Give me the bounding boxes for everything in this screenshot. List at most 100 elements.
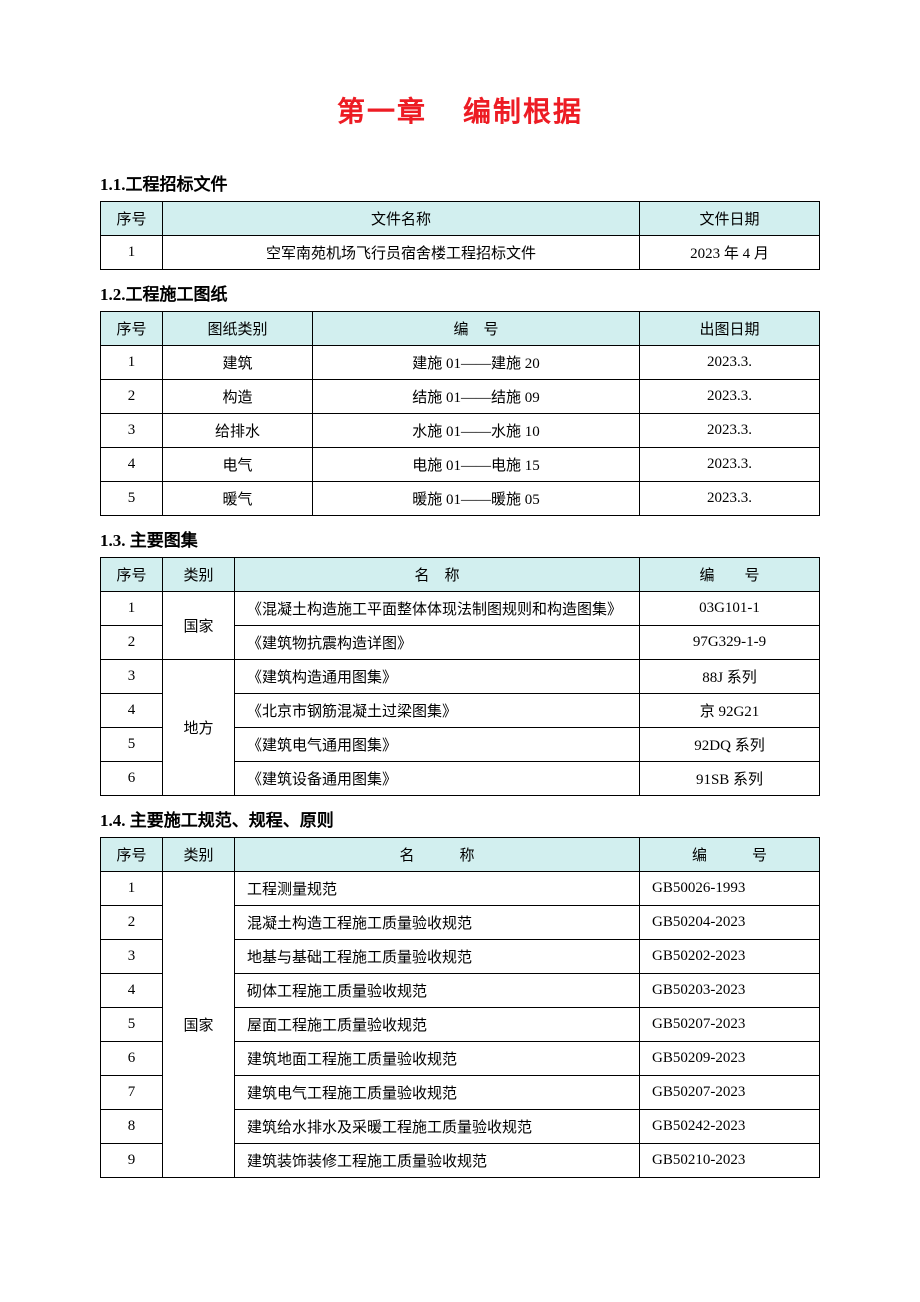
cell-no: 5 [101,482,163,516]
col-cat: 类别 [163,558,235,592]
cell-no: 8 [101,1110,163,1144]
cell-code: 88J 系列 [640,660,820,694]
cell-name: 《混凝土构造施工平面整体体现法制图规则和构造图集》 [235,592,640,626]
cell-code: 暖施 01——暖施 05 [313,482,640,516]
cell-name: 《建筑物抗震构造详图》 [235,626,640,660]
table-header-row: 序号 文件名称 文件日期 [101,202,820,236]
col-name: 名 称 [235,838,640,872]
chapter-name: 编制根据 [463,96,583,127]
cell-code: 建施 01——建施 20 [313,346,640,380]
cell-no: 4 [101,974,163,1008]
cell-code: GB50203-2023 [640,974,820,1008]
table-header-row: 序号 类别 名 称 编 号 [101,558,820,592]
cell-code: 97G329-1-9 [640,626,820,660]
cell-no: 3 [101,660,163,694]
cell-code: GB50242-2023 [640,1110,820,1144]
cell-name: 建筑装饰装修工程施工质量验收规范 [235,1144,640,1178]
section-heading-1-1: 1.1.工程招标文件 [100,170,820,195]
cell-name: 地基与基础工程施工质量验收规范 [235,940,640,974]
cell-date: 2023.3. [640,380,820,414]
section-heading-1-2: 1.2.工程施工图纸 [100,280,820,305]
cell-code: 结施 01——结施 09 [313,380,640,414]
cell-no: 4 [101,694,163,728]
cell-no: 1 [101,236,163,270]
cell-date: 2023.3. [640,414,820,448]
table-header-row: 序号 类别 名 称 编 号 [101,838,820,872]
table-row: 1国家工程测量规范GB50026-1993 [101,872,820,906]
cell-cat: 给排水 [163,414,313,448]
col-cat: 图纸类别 [163,312,313,346]
cell-code: GB50207-2023 [640,1076,820,1110]
col-date: 文件日期 [640,202,820,236]
cell-code: 水施 01——水施 10 [313,414,640,448]
cell-no: 2 [101,380,163,414]
cell-code: 03G101-1 [640,592,820,626]
cell-cat: 地方 [163,660,235,796]
cell-code: 京 92G21 [640,694,820,728]
col-no: 序号 [101,202,163,236]
cell-code: 92DQ 系列 [640,728,820,762]
table-bid-docs: 序号 文件名称 文件日期 1 空军南苑机场飞行员宿舍楼工程招标文件 2023 年… [100,201,820,270]
col-date: 出图日期 [640,312,820,346]
cell-name: 混凝土构造工程施工质量验收规范 [235,906,640,940]
cell-cat: 国家 [163,592,235,660]
table-atlas: 序号 类别 名 称 编 号 1国家《混凝土构造施工平面整体体现法制图规则和构造图… [100,557,820,796]
cell-no: 6 [101,1042,163,1076]
cell-cat: 电气 [163,448,313,482]
cell-name: 《建筑构造通用图集》 [235,660,640,694]
cell-code: GB50202-2023 [640,940,820,974]
table-row: 1建筑建施 01——建施 202023.3. [101,346,820,380]
cell-date: 2023.3. [640,346,820,380]
cell-no: 3 [101,940,163,974]
cell-code: GB50209-2023 [640,1042,820,1076]
section-heading-1-4: 1.4. 主要施工规范、规程、原则 [100,806,820,831]
col-no: 序号 [101,312,163,346]
table-row: 5暖气暖施 01——暖施 052023.3. [101,482,820,516]
cell-name: 砌体工程施工质量验收规范 [235,974,640,1008]
cell-no: 7 [101,1076,163,1110]
table-row: 1国家《混凝土构造施工平面整体体现法制图规则和构造图集》03G101-1 [101,592,820,626]
cell-no: 6 [101,762,163,796]
cell-name: 《北京市钢筋混凝土过梁图集》 [235,694,640,728]
document-page: 第一章 编制根据 1.1.工程招标文件 序号 文件名称 文件日期 1 空军南苑机场… [0,0,920,1246]
col-code: 编 号 [640,558,820,592]
table-row: 3给排水水施 01——水施 102023.3. [101,414,820,448]
cell-code: GB50210-2023 [640,1144,820,1178]
cell-no: 1 [101,592,163,626]
col-code: 编 号 [313,312,640,346]
cell-no: 2 [101,626,163,660]
cell-name: 建筑电气工程施工质量验收规范 [235,1076,640,1110]
cell-code: GB50204-2023 [640,906,820,940]
col-name: 名 称 [235,558,640,592]
table-row: 4电气电施 01——电施 152023.3. [101,448,820,482]
table-header-row: 序号 图纸类别 编 号 出图日期 [101,312,820,346]
cell-cat: 构造 [163,380,313,414]
cell-no: 2 [101,906,163,940]
cell-date: 2023.3. [640,448,820,482]
cell-code: GB50026-1993 [640,872,820,906]
cell-cat: 暖气 [163,482,313,516]
cell-date: 2023.3. [640,482,820,516]
cell-name: 屋面工程施工质量验收规范 [235,1008,640,1042]
cell-code: 电施 01——电施 15 [313,448,640,482]
col-name: 文件名称 [163,202,640,236]
table-row: 1 空军南苑机场飞行员宿舍楼工程招标文件 2023 年 4 月 [101,236,820,270]
cell-no: 5 [101,728,163,762]
cell-cat: 国家 [163,872,235,1178]
cell-name: 《建筑设备通用图集》 [235,762,640,796]
chapter-title: 第一章 编制根据 [100,90,820,130]
cell-code: GB50207-2023 [640,1008,820,1042]
cell-code: 91SB 系列 [640,762,820,796]
table-row: 2构造结施 01——结施 092023.3. [101,380,820,414]
table-standards: 序号 类别 名 称 编 号 1国家工程测量规范GB50026-19932 混凝土构… [100,837,820,1178]
cell-name: 《建筑电气通用图集》 [235,728,640,762]
table-row: 3地方《建筑构造通用图集》88J 系列 [101,660,820,694]
col-code: 编 号 [640,838,820,872]
col-cat: 类别 [163,838,235,872]
chapter-number: 第一章 [337,96,427,127]
cell-name: 空军南苑机场飞行员宿舍楼工程招标文件 [163,236,640,270]
section-heading-1-3: 1.3. 主要图集 [100,526,820,551]
cell-no: 9 [101,1144,163,1178]
cell-no: 4 [101,448,163,482]
cell-name: 建筑给水排水及采暖工程施工质量验收规范 [235,1110,640,1144]
